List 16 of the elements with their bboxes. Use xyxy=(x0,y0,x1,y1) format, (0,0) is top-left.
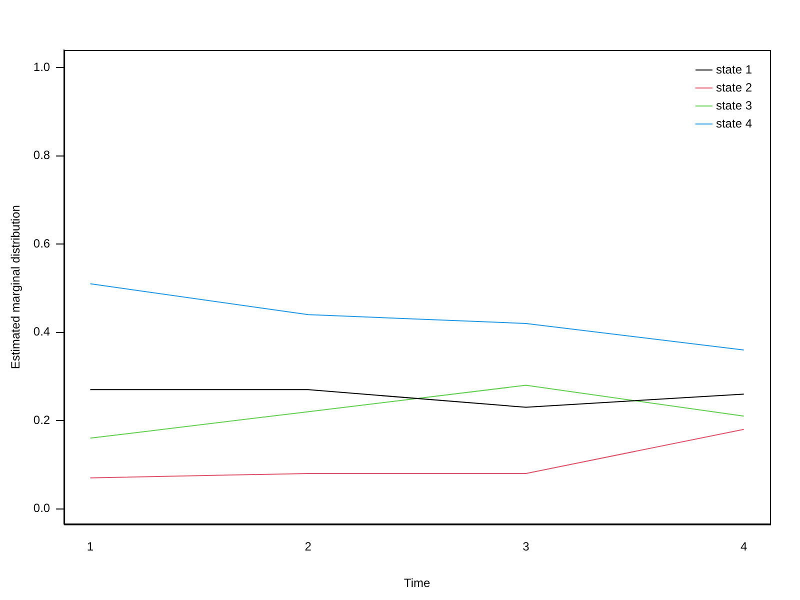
y-tick-label: 0.0 xyxy=(33,501,50,516)
legend-label: state 1 xyxy=(716,62,752,76)
x-tick-label: 4 xyxy=(740,540,748,554)
legend-label: state 4 xyxy=(716,116,752,130)
legend-label: state 3 xyxy=(716,98,752,112)
y-tick-label: 0.8 xyxy=(33,148,50,162)
y-tick-label: 0.6 xyxy=(33,236,50,250)
x-tick-label: 2 xyxy=(304,540,312,554)
legend-label: state 2 xyxy=(716,80,752,94)
y-axis-title: Estimated marginal distribution xyxy=(8,205,23,370)
x-tick-label: 1 xyxy=(86,540,94,554)
y-tick-label: 0.4 xyxy=(33,324,50,339)
y-tick-label: 0.2 xyxy=(33,412,50,427)
y-tick-label: 1.0 xyxy=(33,60,50,74)
x-tick-label: 3 xyxy=(522,540,530,554)
x-axis-title: Time xyxy=(404,576,430,590)
